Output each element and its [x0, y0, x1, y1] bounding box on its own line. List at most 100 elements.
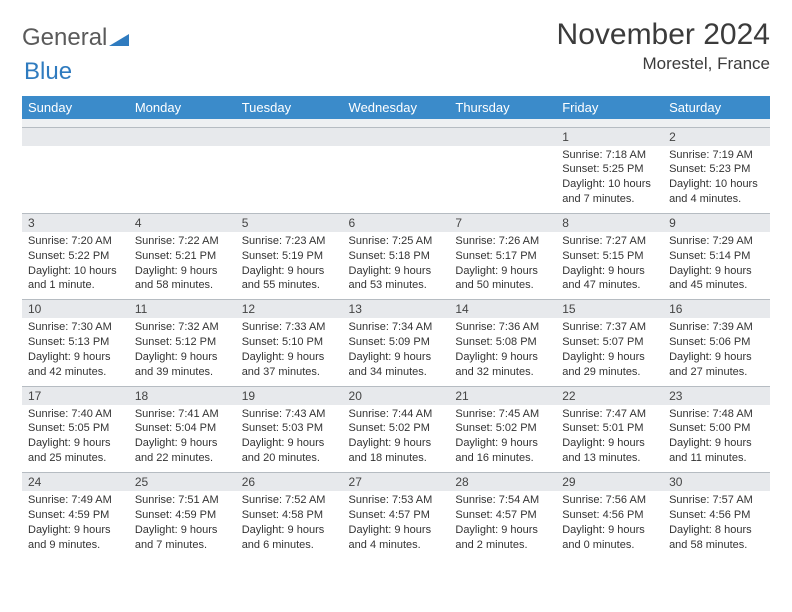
day-data-cell: Sunrise: 7:45 AMSunset: 5:02 PMDaylight:… [449, 405, 556, 473]
sunset-line: Sunset: 5:02 PM [349, 421, 444, 436]
day-data-cell [129, 146, 236, 214]
daylight-line: Daylight: 9 hours and 4 minutes. [349, 523, 444, 553]
daylight-line: Daylight: 10 hours and 1 minute. [28, 264, 123, 294]
day-data-cell: Sunrise: 7:49 AMSunset: 4:59 PMDaylight:… [22, 491, 129, 558]
day-data-cell: Sunrise: 7:20 AMSunset: 5:22 PMDaylight:… [22, 232, 129, 300]
day-number-cell: 1 [556, 127, 663, 146]
sunset-line: Sunset: 4:57 PM [455, 508, 550, 523]
logo: General [22, 18, 129, 52]
sunrise-line: Sunrise: 7:54 AM [455, 493, 550, 508]
spacer [663, 119, 770, 127]
day-number-cell: 3 [22, 213, 129, 232]
sunset-line: Sunset: 5:12 PM [135, 335, 230, 350]
sunrise-line: Sunrise: 7:44 AM [349, 407, 444, 422]
day-number-cell: 19 [236, 386, 343, 405]
day-data-cell: Sunrise: 7:34 AMSunset: 5:09 PMDaylight:… [343, 318, 450, 386]
sunrise-line: Sunrise: 7:29 AM [669, 234, 764, 249]
day-data-cell: Sunrise: 7:27 AMSunset: 5:15 PMDaylight:… [556, 232, 663, 300]
sunset-line: Sunset: 4:56 PM [562, 508, 657, 523]
sunrise-line: Sunrise: 7:19 AM [669, 148, 764, 163]
day-number-cell: 6 [343, 213, 450, 232]
sunrise-line: Sunrise: 7:57 AM [669, 493, 764, 508]
sunset-line: Sunset: 5:04 PM [135, 421, 230, 436]
day-data-cell: Sunrise: 7:53 AMSunset: 4:57 PMDaylight:… [343, 491, 450, 558]
sunset-line: Sunset: 5:23 PM [669, 162, 764, 177]
sunrise-line: Sunrise: 7:51 AM [135, 493, 230, 508]
sunrise-line: Sunrise: 7:43 AM [242, 407, 337, 422]
daylight-line: Daylight: 9 hours and 55 minutes. [242, 264, 337, 294]
day-data-cell: Sunrise: 7:18 AMSunset: 5:25 PMDaylight:… [556, 146, 663, 214]
day-data-cell: Sunrise: 7:43 AMSunset: 5:03 PMDaylight:… [236, 405, 343, 473]
day-data-cell: Sunrise: 7:37 AMSunset: 5:07 PMDaylight:… [556, 318, 663, 386]
sunset-line: Sunset: 5:02 PM [455, 421, 550, 436]
day-number-cell: 24 [22, 473, 129, 492]
day-data-cell: Sunrise: 7:47 AMSunset: 5:01 PMDaylight:… [556, 405, 663, 473]
day-data-cell: Sunrise: 7:40 AMSunset: 5:05 PMDaylight:… [22, 405, 129, 473]
day-data-cell: Sunrise: 7:26 AMSunset: 5:17 PMDaylight:… [449, 232, 556, 300]
sunrise-line: Sunrise: 7:23 AM [242, 234, 337, 249]
day-data-cell: Sunrise: 7:32 AMSunset: 5:12 PMDaylight:… [129, 318, 236, 386]
sunset-line: Sunset: 5:13 PM [28, 335, 123, 350]
daylight-line: Daylight: 9 hours and 32 minutes. [455, 350, 550, 380]
daylight-line: Daylight: 9 hours and 34 minutes. [349, 350, 444, 380]
day-number-cell: 23 [663, 386, 770, 405]
spacer [343, 119, 450, 127]
day-number-cell: 21 [449, 386, 556, 405]
sunset-line: Sunset: 5:25 PM [562, 162, 657, 177]
sunrise-line: Sunrise: 7:26 AM [455, 234, 550, 249]
day-number-cell: 9 [663, 213, 770, 232]
day-number-cell: 8 [556, 213, 663, 232]
sunset-line: Sunset: 5:22 PM [28, 249, 123, 264]
sunrise-line: Sunrise: 7:47 AM [562, 407, 657, 422]
daylight-line: Daylight: 9 hours and 25 minutes. [28, 436, 123, 466]
day-data-cell: Sunrise: 7:29 AMSunset: 5:14 PMDaylight:… [663, 232, 770, 300]
sunset-line: Sunset: 5:06 PM [669, 335, 764, 350]
sunrise-line: Sunrise: 7:52 AM [242, 493, 337, 508]
day-number-cell [343, 127, 450, 146]
sunrise-line: Sunrise: 7:32 AM [135, 320, 230, 335]
day-number-cell: 10 [22, 300, 129, 319]
sunrise-line: Sunrise: 7:41 AM [135, 407, 230, 422]
sunrise-line: Sunrise: 7:56 AM [562, 493, 657, 508]
day-number-cell: 30 [663, 473, 770, 492]
day-number-cell: 4 [129, 213, 236, 232]
day-number-cell [236, 127, 343, 146]
day-number-cell: 11 [129, 300, 236, 319]
day-header: Thursday [449, 96, 556, 119]
day-header: Friday [556, 96, 663, 119]
calendar-table: SundayMondayTuesdayWednesdayThursdayFrid… [22, 96, 770, 558]
calendar-page: General November 2024 Morestel, France B… [0, 0, 792, 568]
day-data-cell [236, 146, 343, 214]
day-data-cell: Sunrise: 7:19 AMSunset: 5:23 PMDaylight:… [663, 146, 770, 214]
day-data-cell: Sunrise: 7:48 AMSunset: 5:00 PMDaylight:… [663, 405, 770, 473]
daylight-line: Daylight: 9 hours and 58 minutes. [135, 264, 230, 294]
day-number-cell: 2 [663, 127, 770, 146]
sunrise-line: Sunrise: 7:33 AM [242, 320, 337, 335]
sunrise-line: Sunrise: 7:45 AM [455, 407, 550, 422]
daylight-line: Daylight: 9 hours and 6 minutes. [242, 523, 337, 553]
day-number-cell: 27 [343, 473, 450, 492]
day-number-cell: 29 [556, 473, 663, 492]
sunrise-line: Sunrise: 7:36 AM [455, 320, 550, 335]
daylight-line: Daylight: 9 hours and 13 minutes. [562, 436, 657, 466]
spacer [556, 119, 663, 127]
logo-text-1: General [22, 24, 107, 52]
day-data-cell: Sunrise: 7:41 AMSunset: 5:04 PMDaylight:… [129, 405, 236, 473]
day-data-cell: Sunrise: 7:33 AMSunset: 5:10 PMDaylight:… [236, 318, 343, 386]
day-header: Saturday [663, 96, 770, 119]
spacer [449, 119, 556, 127]
sunset-line: Sunset: 5:00 PM [669, 421, 764, 436]
daylight-line: Daylight: 9 hours and 47 minutes. [562, 264, 657, 294]
daylight-line: Daylight: 9 hours and 42 minutes. [28, 350, 123, 380]
sunset-line: Sunset: 4:59 PM [28, 508, 123, 523]
day-number-cell: 26 [236, 473, 343, 492]
day-data-cell: Sunrise: 7:25 AMSunset: 5:18 PMDaylight:… [343, 232, 450, 300]
spacer [22, 119, 129, 127]
day-data-cell [449, 146, 556, 214]
daylight-line: Daylight: 9 hours and 2 minutes. [455, 523, 550, 553]
spacer [236, 119, 343, 127]
sunrise-line: Sunrise: 7:25 AM [349, 234, 444, 249]
sunrise-line: Sunrise: 7:34 AM [349, 320, 444, 335]
day-number-cell: 25 [129, 473, 236, 492]
day-number-cell [129, 127, 236, 146]
